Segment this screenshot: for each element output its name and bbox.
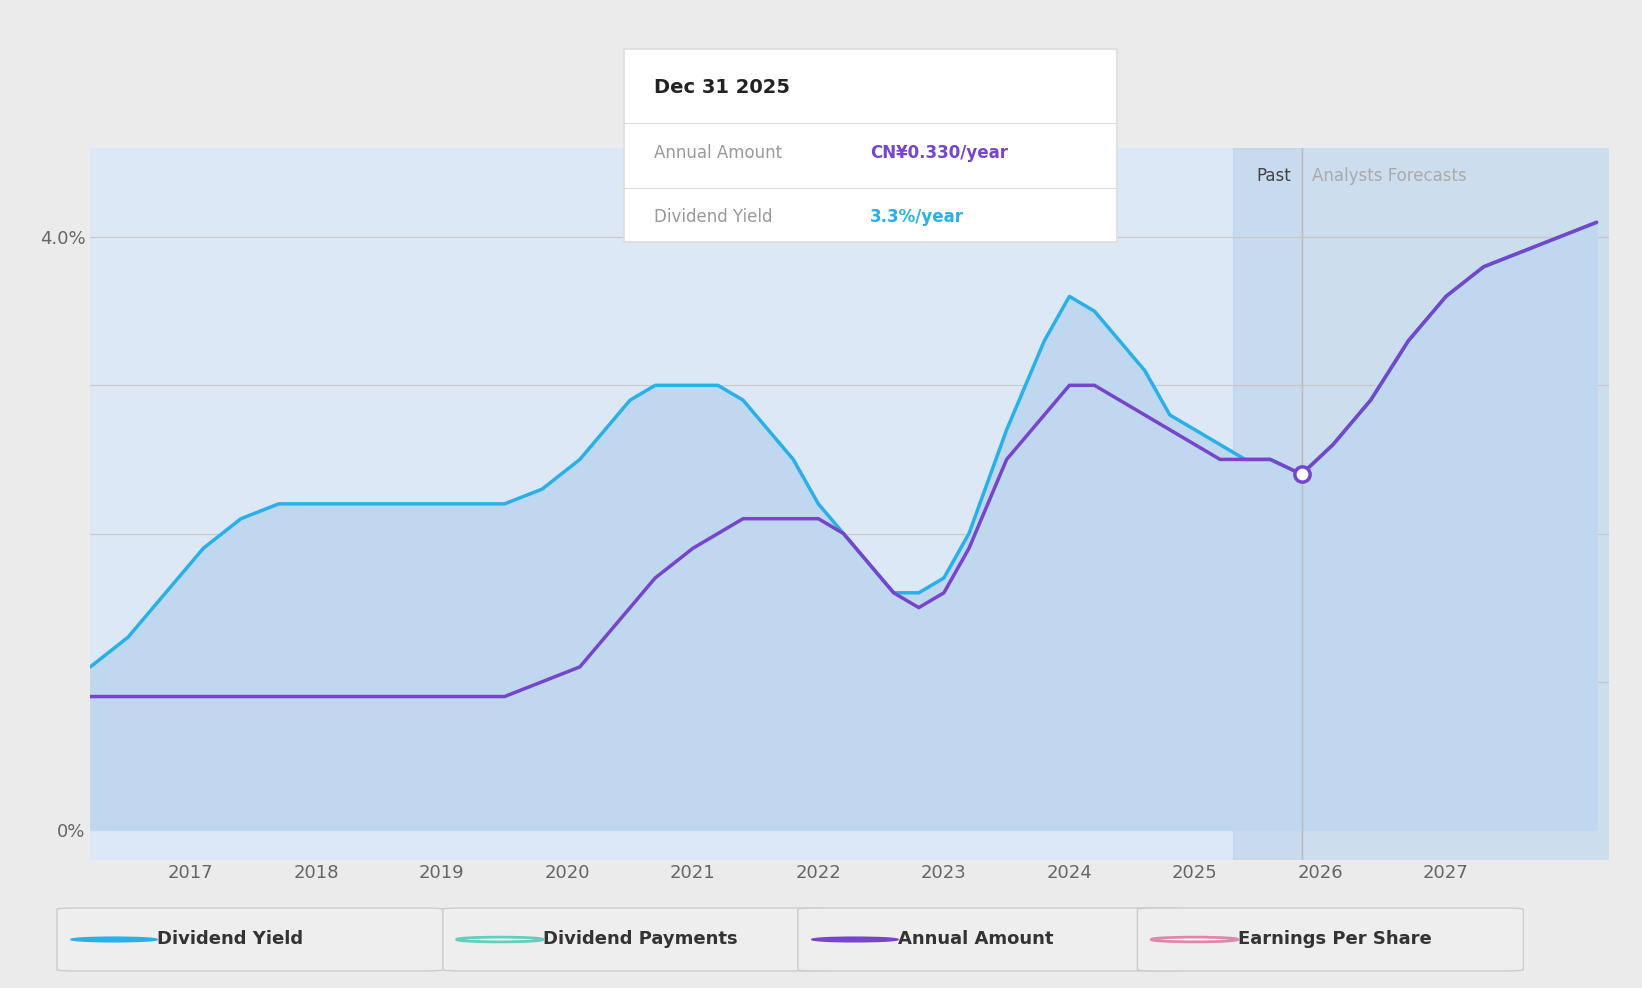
Text: Annual Amount: Annual Amount (654, 144, 782, 162)
Text: Past: Past (1256, 167, 1292, 186)
Text: Dividend Yield: Dividend Yield (158, 931, 304, 948)
Text: CN¥0.330/year: CN¥0.330/year (870, 144, 1008, 162)
FancyBboxPatch shape (443, 908, 829, 971)
FancyBboxPatch shape (57, 908, 443, 971)
Bar (1302, 148, 1609, 860)
Text: Dec 31 2025: Dec 31 2025 (654, 78, 790, 98)
Text: Earnings Per Share: Earnings Per Share (1238, 931, 1432, 948)
Text: 3.3%/year: 3.3%/year (870, 208, 964, 226)
Circle shape (71, 938, 158, 942)
Circle shape (1151, 938, 1238, 942)
Text: Annual Amount: Annual Amount (898, 931, 1054, 948)
Circle shape (456, 938, 544, 942)
Text: Dividend Yield: Dividend Yield (654, 208, 772, 226)
Bar (1233, 148, 1302, 860)
Circle shape (811, 938, 898, 942)
Text: Dividend Payments: Dividend Payments (544, 931, 737, 948)
Text: Analysts Forecasts: Analysts Forecasts (1312, 167, 1466, 186)
FancyBboxPatch shape (798, 908, 1184, 971)
FancyBboxPatch shape (1138, 908, 1524, 971)
